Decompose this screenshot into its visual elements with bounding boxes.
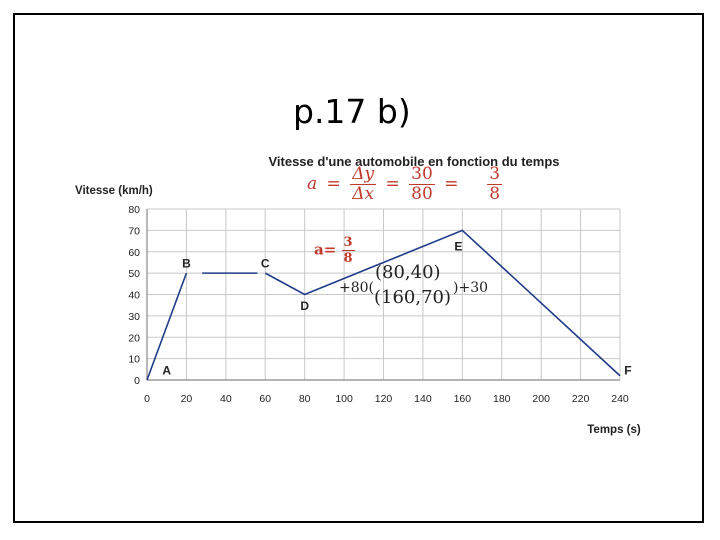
y-tick-label: 0: [134, 375, 140, 387]
y-tick-label: 80: [128, 204, 140, 216]
slide-title: p.17 b): [293, 92, 411, 131]
chart-labels: Vitesse d'une automobile en fonction du …: [75, 154, 641, 436]
x-tick-label: 240: [611, 393, 629, 405]
x-tick-label: 40: [220, 393, 232, 405]
x-axis-label: Temps (s): [587, 424, 641, 436]
axes: [146, 209, 620, 381]
slope-result-num: 3: [341, 235, 355, 251]
y-tick-label: 60: [128, 247, 140, 259]
x-tick-label: 220: [572, 393, 590, 405]
point-label-c: C: [261, 256, 270, 270]
point-e-coordinates: (160,70): [374, 287, 452, 308]
slope-result-den: 8: [343, 251, 353, 266]
formula-delta-fraction: Δy Δx: [350, 164, 377, 204]
slide-frame: [13, 13, 704, 523]
delta-y-annotation: )+30: [453, 280, 489, 296]
point-d-coordinates: (80,40): [375, 262, 441, 283]
formula-dx: Δx: [352, 184, 375, 204]
slope-result-a: a=: [314, 240, 337, 259]
y-tick-label: 50: [128, 268, 140, 280]
chart-title: Vitesse d'une automobile en fonction du …: [268, 154, 559, 169]
x-tick-label: 100: [335, 393, 353, 405]
slope-result: a= 3 8: [314, 236, 355, 265]
x-tick-label: 200: [532, 393, 550, 405]
formula-value-fraction: 30 80: [409, 166, 435, 203]
y-tick-label: 10: [128, 354, 140, 366]
formula-eq-3: =: [444, 174, 459, 194]
x-tick-label: 80: [299, 393, 311, 405]
point-label-b: B: [182, 256, 191, 270]
x-tick-label: 120: [375, 393, 393, 405]
series-line-1: [146, 272, 188, 381]
point-label-e: E: [454, 239, 462, 253]
x-tick-label: 180: [493, 393, 511, 405]
formula-eq-1: =: [326, 174, 341, 194]
slope-result-fraction: 3 8: [341, 235, 355, 266]
y-tick-label: 70: [128, 225, 140, 237]
point-label-d: D: [300, 299, 309, 313]
series-lines: [146, 229, 621, 381]
y-axis-label: Vitesse (km/h): [75, 185, 153, 197]
x-tick-label: 60: [259, 393, 271, 405]
x-tick-label: 140: [414, 393, 432, 405]
delta-x-annotation: +80(: [339, 280, 375, 296]
formula-den2: 8: [489, 184, 501, 204]
point-label-f: F: [624, 363, 631, 377]
series-line-3: [264, 229, 621, 377]
point-label-a: A: [162, 363, 171, 377]
formula-dy: Δy: [350, 164, 377, 185]
formula-eq-2: =: [385, 174, 400, 194]
x-tick-label: 0: [144, 393, 150, 405]
formula-a: a: [307, 174, 318, 194]
formula-den: 80: [411, 184, 433, 204]
x-tick-label: 20: [181, 393, 193, 405]
y-tick-label: 20: [128, 332, 140, 344]
formula-num: 30: [409, 164, 435, 185]
slope-formula: a = Δy Δx = 30 80 = 3 8: [307, 164, 503, 204]
formula-result-fraction: 3 8: [487, 164, 503, 204]
x-tick-label: 160: [454, 393, 472, 405]
y-tick-label: 40: [128, 290, 140, 302]
formula-num2: 3: [487, 164, 503, 185]
y-tick-label: 30: [128, 311, 140, 323]
